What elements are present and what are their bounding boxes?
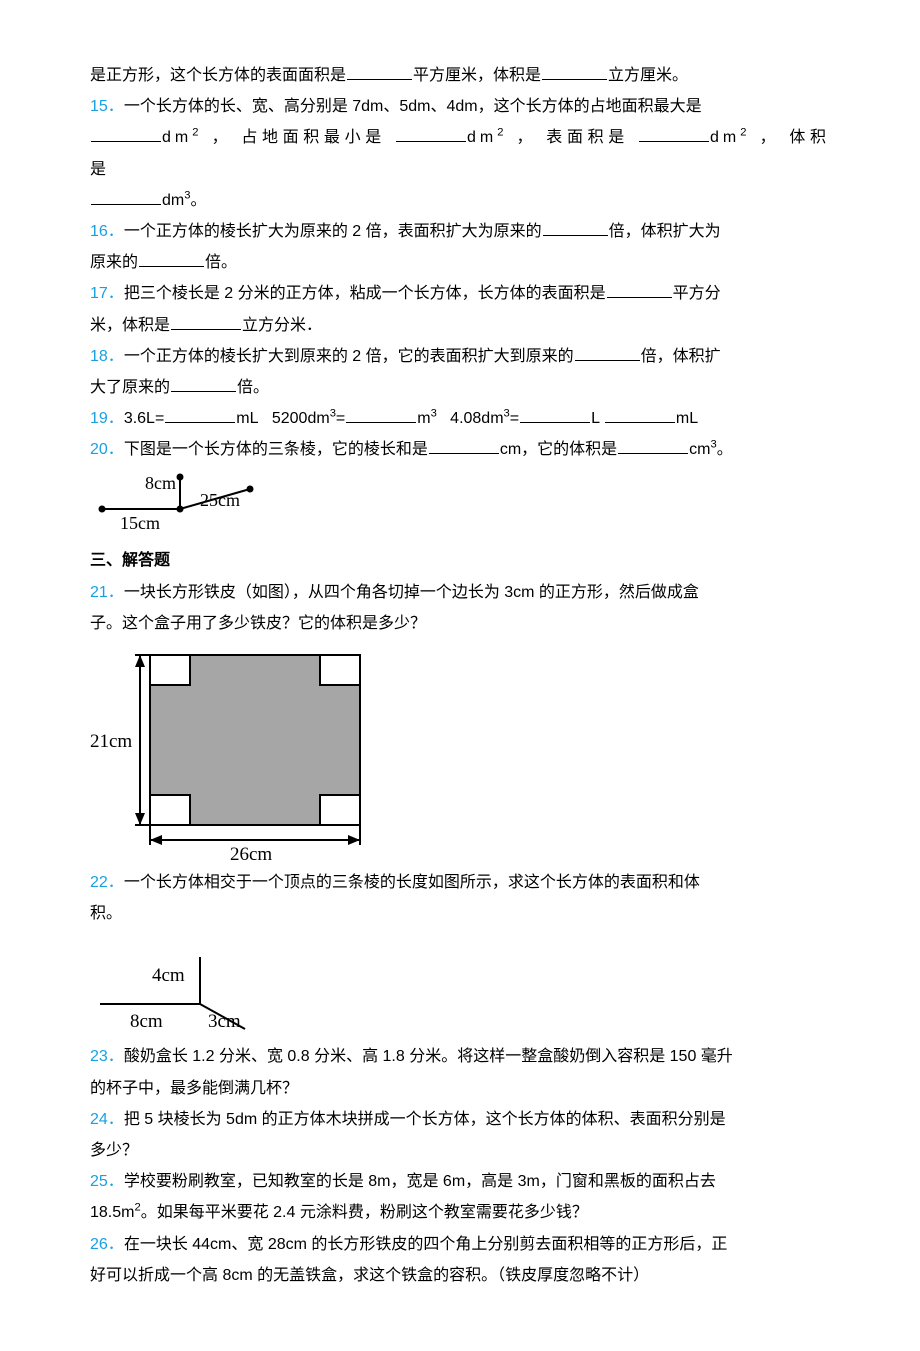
q16-line1: 16．一个正方体的棱长扩大为原来的 2 倍，表面积扩大为原来的倍，体积扩大为	[90, 216, 830, 247]
blank	[607, 283, 672, 298]
blank	[618, 439, 688, 454]
q22-line2: 积。	[90, 898, 830, 929]
q17-num: 17．	[90, 285, 124, 302]
q25-text1: 学校要粉刷教室，已知教室的长是 8m，宽是 6m，高是 3m，门窗和黑板的面积占…	[124, 1173, 716, 1190]
blank	[171, 376, 236, 391]
q22-num: 22．	[90, 874, 124, 891]
blank	[605, 408, 675, 423]
q23-text1: 酸奶盒长 1.2 分米、宽 0.8 分米、高 1.8 分米。将这样一整盒酸奶倒入…	[124, 1048, 733, 1065]
blank	[639, 127, 709, 142]
q20-figure: 8cm 25cm 15cm	[90, 471, 830, 541]
blank	[542, 65, 607, 80]
blank	[396, 127, 466, 142]
q23-num: 23．	[90, 1048, 124, 1065]
q20-num: 20．	[90, 441, 124, 458]
blank	[575, 345, 640, 360]
q24-num: 24．	[90, 1111, 124, 1128]
q21-label-h: 21cm	[90, 731, 132, 752]
blank	[171, 314, 241, 329]
q15-num: 15．	[90, 98, 124, 115]
q24-line1: 24．把 5 块棱长为 5dm 的正方体木块拼成一个长方体，这个长方体的体积、表…	[90, 1104, 830, 1135]
q26-line2: 好可以折成一个高 8cm 的无盖铁盒，求这个铁盒的容积。（铁皮厚度忽略不计）	[90, 1260, 830, 1291]
blank	[543, 221, 608, 236]
q16-num: 16．	[90, 223, 124, 240]
q15-line1: 15．一个长方体的长、宽、高分别是 7dm、5dm、4dm，这个长方体的占地面积…	[90, 91, 830, 122]
q23-line1: 23．酸奶盒长 1.2 分米、宽 0.8 分米、高 1.8 分米。将这样一整盒酸…	[90, 1041, 830, 1072]
q21-figure: 21cm 26cm	[90, 645, 830, 865]
blank	[429, 439, 499, 454]
q17-line1: 17．把三个棱长是 2 分米的正方体，粘成一个长方体，长方体的表面积是平方分	[90, 278, 830, 309]
q17-line2: 米，体积是立方分米．	[90, 310, 830, 341]
q15-line2: dm2 ， 占地面积最小是 dm2 ， 表面积是 dm2 ， 体积是	[90, 122, 830, 184]
q18-line1: 18．一个正方体的棱长扩大到原来的 2 倍，它的表面积扩大到原来的倍，体积扩	[90, 341, 830, 372]
q15-line3: dm3。	[90, 185, 830, 216]
q24-line2: 多少？	[90, 1135, 830, 1166]
q25-line1: 25．学校要粉刷教室，已知教室的长是 8m，宽是 6m，高是 3m，门窗和黑板的…	[90, 1166, 830, 1197]
q25-num: 25．	[90, 1173, 124, 1190]
q19-line: 19．3.6L=mL 5200dm3=m3 4.08dm3=L mL	[90, 403, 830, 434]
blank	[91, 127, 161, 142]
q20-line: 20．下图是一个长方体的三条棱，它的棱长和是cm，它的体积是cm3。	[90, 434, 830, 465]
q26-line1: 26．在一块长 44cm、宽 28cm 的长方形铁皮的四个角上分别剪去面积相等的…	[90, 1229, 830, 1260]
q16-line2: 原来的倍。	[90, 247, 830, 278]
blank	[520, 408, 590, 423]
q21-num: 21．	[90, 584, 124, 601]
q21-line2: 子。这个盒子用了多少铁皮？它的体积是多少？	[90, 608, 830, 639]
q22-label-c: 8cm	[130, 1011, 163, 1032]
q24-text1: 把 5 块棱长为 5dm 的正方体木块拼成一个长方体，这个长方体的体积、表面积分…	[124, 1111, 726, 1128]
q18-line2: 大了原来的倍。	[90, 372, 830, 403]
q21-line1: 21．一块长方形铁皮（如图），从四个角各切掉一个边长为 3cm 的正方形，然后做…	[90, 577, 830, 608]
q23-line2: 的杯子中，最多能倒满几杯？	[90, 1073, 830, 1104]
q22-label-a: 4cm	[152, 965, 185, 986]
blank	[139, 252, 204, 267]
q21-text1: 一块长方形铁皮（如图），从四个角各切掉一个边长为 3cm 的正方形，然后做成盒	[124, 584, 699, 601]
blank	[165, 408, 235, 423]
blank	[346, 408, 416, 423]
q26-num: 26．	[90, 1236, 124, 1253]
blank	[347, 65, 412, 80]
q25-line2: 18.5m2。如果每平米要花 2.4 元涂料费，粉刷这个教室需要花多少钱？	[90, 1197, 830, 1228]
q15-text1: 一个长方体的长、宽、高分别是 7dm、5dm、4dm，这个长方体的占地面积最大是	[124, 98, 702, 115]
q14-tail: 是正方形，这个长方体的表面面积是平方厘米，体积是立方厘米。	[90, 60, 830, 91]
q22-line1: 22．一个长方体相交于一个顶点的三条棱的长度如图所示，求这个长方体的表面积和体	[90, 867, 830, 898]
q19-num: 19．	[90, 410, 124, 427]
q20-label-c: 15cm	[120, 513, 160, 533]
q21-label-w: 26cm	[230, 844, 272, 865]
q26-text1: 在一块长 44cm、宽 28cm 的长方形铁皮的四个角上分别剪去面积相等的正方形…	[124, 1236, 728, 1253]
q22-text1: 一个长方体相交于一个顶点的三条棱的长度如图所示，求这个长方体的表面积和体	[124, 874, 700, 891]
section-3-title: 三、解答题	[90, 545, 830, 576]
q20-label-b: 25cm	[200, 490, 240, 510]
q18-num: 18．	[90, 348, 124, 365]
q20-label-a: 8cm	[145, 473, 176, 493]
blank	[91, 189, 161, 204]
q22-label-b: 3cm	[208, 1011, 241, 1032]
q22-figure: 4cm 3cm 8cm	[90, 949, 830, 1039]
